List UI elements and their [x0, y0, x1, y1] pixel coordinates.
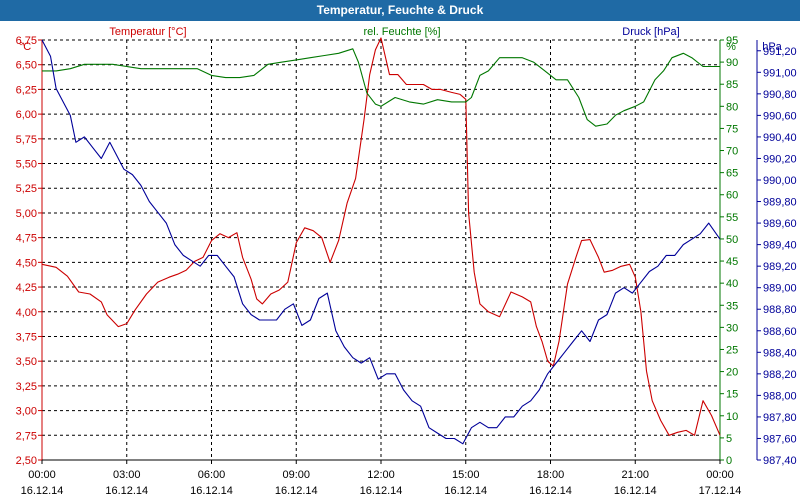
pressure-tick-label: 987,40	[763, 455, 797, 467]
temperature-unit-label: °C	[19, 41, 31, 53]
x-tick-label-time: 00:00	[706, 469, 734, 481]
x-tick-label-time: 09:00	[282, 469, 310, 481]
temperature-tick-label: 3,00	[16, 406, 37, 418]
humidity-tick-label: 25	[726, 344, 738, 356]
chart-title: Temperatur, Feuchte & Druck	[0, 0, 800, 21]
pressure-tick-label: 990,60	[763, 110, 797, 122]
pressure-tick-label: 988,80	[763, 304, 797, 316]
temperature-series-line	[41, 37, 721, 436]
x-tick-label-date: 16.12.14	[275, 485, 318, 497]
temperature-tick-label: 5,00	[16, 208, 37, 220]
temperature-tick-label: 5,25	[16, 183, 37, 195]
humidity-series-line	[42, 48, 720, 127]
temperature-tick-label: 5,75	[16, 134, 37, 146]
temperature-tick-label: 3,75	[16, 331, 37, 343]
x-tick-label-date: 16.12.14	[360, 485, 403, 497]
humidity-unit-label: %	[726, 41, 736, 53]
humidity-tick-label: 80	[726, 101, 738, 113]
temperature-tick-label: 6,75	[16, 35, 37, 47]
pressure-tick-label: 988,60	[763, 326, 797, 338]
temperature-tick-label: 3,50	[16, 356, 37, 368]
humidity-axis-title: rel. Feuchte [%]	[363, 26, 440, 38]
humidity-tick-label: 90	[726, 57, 738, 69]
humidity-tick-label: 0	[726, 455, 732, 467]
humidity-tick-label: 10	[726, 411, 738, 423]
temperature-tick-label: 2,75	[16, 430, 37, 442]
x-tick-label-date: 17.12.14	[699, 485, 742, 497]
temperature-tick-label: 4,25	[16, 282, 37, 294]
temperature-axis-title: Temperatur [°C]	[109, 26, 186, 38]
x-tick-label-time: 18:00	[537, 469, 565, 481]
humidity-tick-label: 35	[726, 300, 738, 312]
temperature-tick-label: 3,25	[16, 381, 37, 393]
temperature-tick-label: 6,00	[16, 109, 37, 121]
pressure-unit-label: hPa	[762, 41, 782, 53]
pressure-tick-label: 989,40	[763, 240, 797, 252]
pressure-tick-label: 990,20	[763, 153, 797, 165]
humidity-tick-label: 70	[726, 146, 738, 158]
humidity-tick-label: 55	[726, 212, 738, 224]
temperature-tick-label: 4,50	[16, 257, 37, 269]
x-tick-label-time: 06:00	[198, 469, 226, 481]
humidity-tick-label: 30	[726, 322, 738, 334]
pressure-tick-label: 987,80	[763, 412, 797, 424]
x-tick-label-time: 00:00	[28, 469, 56, 481]
pressure-tick-label: 989,80	[763, 197, 797, 209]
pressure-axis-title: Druck [hPa]	[622, 26, 679, 38]
pressure-tick-label: 989,00	[763, 283, 797, 295]
humidity-tick-label: 40	[726, 278, 738, 290]
pressure-tick-label: 989,20	[763, 261, 797, 273]
humidity-tick-label: 45	[726, 256, 738, 268]
humidity-tick-label: 60	[726, 190, 738, 202]
pressure-tick-label: 990,00	[763, 175, 797, 187]
x-tick-label-date: 16.12.14	[614, 485, 657, 497]
x-tick-label-date: 16.12.14	[21, 485, 64, 497]
humidity-tick-label: 65	[726, 168, 738, 180]
temperature-tick-label: 5,50	[16, 159, 37, 171]
temperature-tick-label: 2,50	[16, 455, 37, 467]
humidity-tick-label: 85	[726, 79, 738, 91]
x-tick-label-date: 16.12.14	[105, 485, 148, 497]
pressure-tick-label: 990,40	[763, 132, 797, 144]
pressure-tick-label: 987,60	[763, 433, 797, 445]
pressure-series-line	[41, 39, 721, 445]
pressure-tick-label: 988,00	[763, 390, 797, 402]
x-tick-label-date: 16.12.14	[529, 485, 572, 497]
temperature-tick-label: 4,00	[16, 307, 37, 319]
temperature-tick-label: 4,75	[16, 233, 37, 245]
humidity-tick-label: 20	[726, 367, 738, 379]
pressure-tick-label: 988,20	[763, 369, 797, 381]
x-tick-label-time: 21:00	[621, 469, 649, 481]
humidity-tick-label: 75	[726, 123, 738, 135]
x-tick-label-time: 12:00	[367, 469, 395, 481]
humidity-tick-label: 15	[726, 389, 738, 401]
pressure-tick-label: 990,80	[763, 89, 797, 101]
pressure-tick-label: 989,60	[763, 218, 797, 230]
x-tick-label-time: 15:00	[452, 469, 480, 481]
x-tick-label-time: 03:00	[113, 469, 141, 481]
pressure-tick-label: 991,20	[763, 46, 797, 58]
humidity-tick-label: 5	[726, 433, 732, 445]
humidity-tick-label: 50	[726, 234, 738, 246]
x-tick-label-date: 16.12.14	[190, 485, 233, 497]
x-tick-label-date: 16.12.14	[444, 485, 487, 497]
temperature-tick-label: 6,50	[16, 60, 37, 72]
temperature-tick-label: 6,25	[16, 84, 37, 96]
pressure-tick-label: 988,40	[763, 347, 797, 359]
pressure-tick-label: 991,00	[763, 67, 797, 79]
humidity-tick-label: 95	[726, 35, 738, 47]
